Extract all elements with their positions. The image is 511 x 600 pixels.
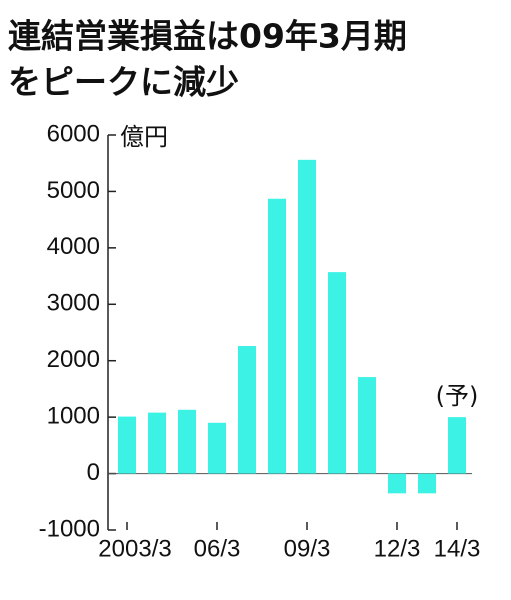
bar [388, 473, 406, 494]
bar [448, 417, 466, 474]
bar [148, 412, 166, 474]
y-tick-label: 3000 [47, 290, 100, 317]
y-tick-label: 4000 [47, 233, 100, 260]
bar [418, 473, 436, 494]
bar [358, 377, 376, 474]
annotation: (予) [436, 382, 479, 410]
y-tick-label: 1000 [47, 402, 100, 429]
bar [268, 198, 286, 474]
bar [178, 409, 196, 474]
bar [118, 416, 136, 474]
bar [238, 346, 256, 474]
x-tick-label: 2003/3 [98, 535, 171, 562]
chart-title: 連結営業損益は09年3月期 [8, 17, 407, 56]
y-tick-label: 2000 [47, 346, 100, 373]
y-tick-label: 5000 [47, 177, 100, 204]
x-tick-label: 09/3 [284, 535, 331, 562]
y-tick-label: 6000 [47, 120, 100, 147]
chart-title: をピークに減少 [8, 63, 239, 102]
bar [328, 272, 346, 474]
y-tick-label: 0 [87, 459, 100, 486]
y-tick-label: -1000 [39, 515, 100, 542]
x-tick-label: 14/3 [434, 535, 481, 562]
x-tick-label: 12/3 [374, 535, 421, 562]
x-tick-label: 06/3 [194, 535, 241, 562]
bar [298, 159, 316, 474]
bar [208, 422, 226, 474]
unit-label: 億円 [120, 123, 168, 151]
